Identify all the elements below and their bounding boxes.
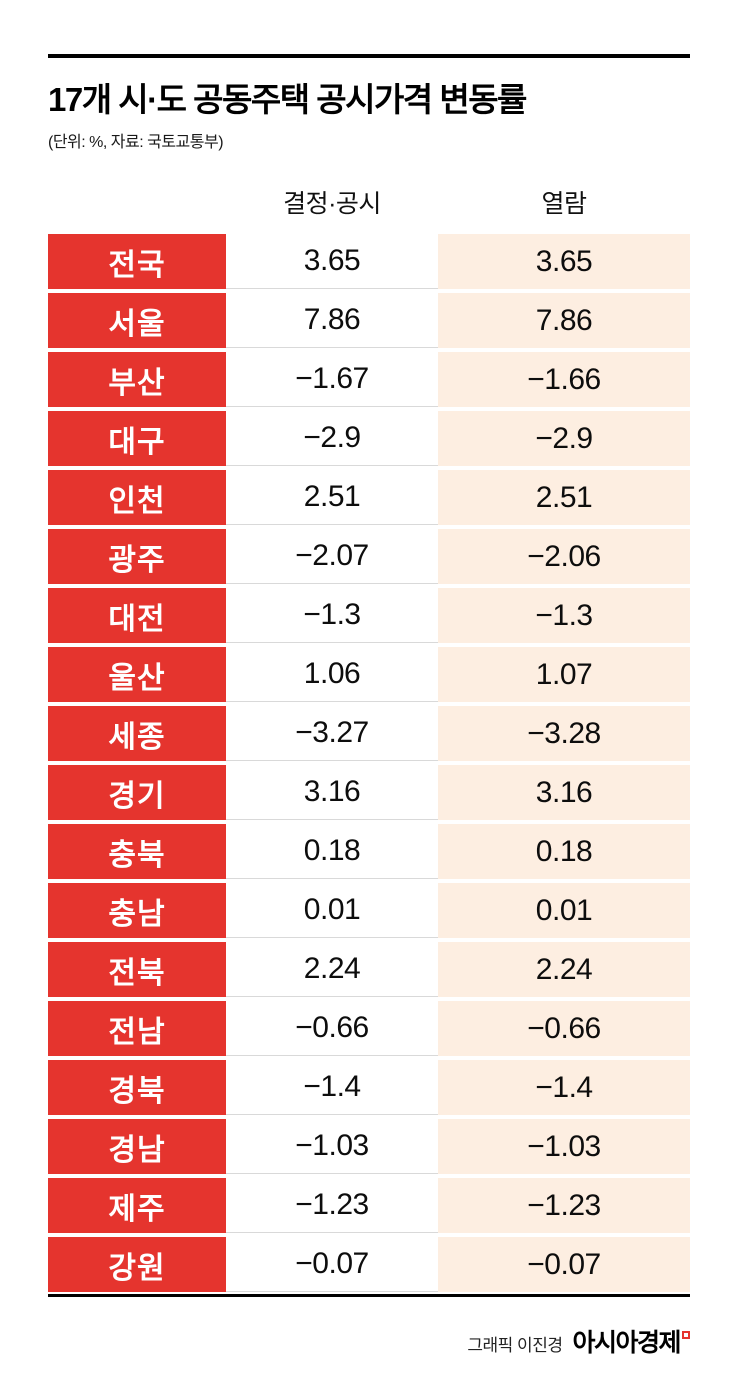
region-label: 충북 — [48, 824, 226, 879]
header-spacer — [48, 184, 226, 234]
decided-value: −3.27 — [226, 706, 438, 761]
decided-value: −1.03 — [226, 1119, 438, 1174]
preview-value: −1.66 — [438, 352, 690, 407]
region-label: 인천 — [48, 470, 226, 525]
decided-value: 7.86 — [226, 293, 438, 348]
brand-mark-icon — [682, 1331, 690, 1339]
region-label: 전국 — [48, 234, 226, 289]
preview-value: 2.24 — [438, 942, 690, 997]
region-label: 경남 — [48, 1119, 226, 1174]
decided-value: −1.23 — [226, 1178, 438, 1233]
decided-value: 3.65 — [226, 234, 438, 289]
preview-value: 7.86 — [438, 293, 690, 348]
preview-value: −2.9 — [438, 411, 690, 466]
decided-value: 2.51 — [226, 470, 438, 525]
region-label: 대전 — [48, 588, 226, 643]
region-label: 부산 — [48, 352, 226, 407]
region-label: 세종 — [48, 706, 226, 761]
preview-value: 0.18 — [438, 824, 690, 879]
credit-text: 그래픽 이진경 — [467, 1336, 563, 1355]
preview-value: −0.66 — [438, 1001, 690, 1056]
preview-value: 1.07 — [438, 647, 690, 702]
preview-value: −1.23 — [438, 1178, 690, 1233]
decided-value: 3.16 — [226, 765, 438, 820]
preview-value: −1.03 — [438, 1119, 690, 1174]
decided-value: −1.67 — [226, 352, 438, 407]
region-label: 경북 — [48, 1060, 226, 1115]
region-label: 대구 — [48, 411, 226, 466]
preview-value: 0.01 — [438, 883, 690, 938]
preview-value: 2.51 — [438, 470, 690, 525]
bottom-rule — [48, 1294, 690, 1297]
decided-value: −0.07 — [226, 1237, 438, 1292]
region-label: 충남 — [48, 883, 226, 938]
decided-value: −2.9 — [226, 411, 438, 466]
table-body: 전국 3.65 3.65 서울 7.86 7.86 부산 −1.67 −1.66… — [48, 234, 690, 1292]
footer: 그래픽 이진경 아시아경제 — [48, 1323, 690, 1359]
region-label: 강원 — [48, 1237, 226, 1292]
region-label: 전남 — [48, 1001, 226, 1056]
brand-text: 아시아경제 — [572, 1329, 681, 1357]
region-label: 전북 — [48, 942, 226, 997]
region-label: 제주 — [48, 1178, 226, 1233]
decided-value: −1.4 — [226, 1060, 438, 1115]
preview-value: −2.06 — [438, 529, 690, 584]
preview-value: −3.28 — [438, 706, 690, 761]
preview-value: −1.3 — [438, 588, 690, 643]
top-rule — [48, 54, 690, 58]
region-label: 울산 — [48, 647, 226, 702]
decided-value: 2.24 — [226, 942, 438, 997]
brand-logo: 아시아경제 — [572, 1323, 690, 1359]
column-header-decided: 결정·공시 — [283, 190, 381, 218]
region-label: 서울 — [48, 293, 226, 348]
subtitle-unit-source: (단위: %, 자료: 국토교통부) — [48, 134, 224, 151]
decided-value: 0.18 — [226, 824, 438, 879]
decided-value: −0.66 — [226, 1001, 438, 1056]
decided-value: −1.3 — [226, 588, 438, 643]
preview-value: −0.07 — [438, 1237, 690, 1292]
preview-value: −1.4 — [438, 1060, 690, 1115]
preview-value: 3.65 — [438, 234, 690, 289]
region-label: 경기 — [48, 765, 226, 820]
table-header: 결정·공시 열람 — [48, 184, 690, 234]
decided-value: −2.07 — [226, 529, 438, 584]
page-title: 17개 시·도 공동주택 공시가격 변동률 — [48, 81, 527, 118]
preview-value: 3.16 — [438, 765, 690, 820]
region-label: 광주 — [48, 529, 226, 584]
decided-value: 0.01 — [226, 883, 438, 938]
column-header-preview: 열람 — [541, 190, 587, 218]
decided-value: 1.06 — [226, 647, 438, 702]
